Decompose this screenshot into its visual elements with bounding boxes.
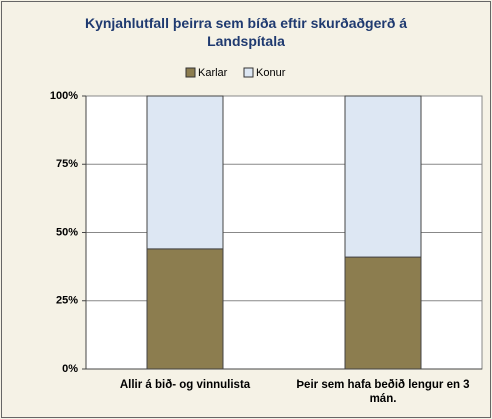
legend-swatch (243, 67, 254, 78)
y-tick-label: 0% (62, 363, 78, 375)
y-tick-label: 25% (56, 295, 78, 307)
legend-label: Konur (256, 67, 286, 79)
x-tick-label: Þeir sem hafa beðið lengur en 3 mán. (296, 379, 470, 405)
y-tick-label: 75% (56, 158, 78, 170)
legend-swatch (185, 67, 196, 78)
bar-segment (146, 95, 224, 250)
x-tick-label: Allir á bið- og vinnulista (119, 379, 251, 391)
bar-segment (146, 248, 224, 370)
bar-segment (344, 256, 422, 370)
chart-title: Kynjahlutfall þeirra sem bíða eftir skur… (84, 15, 408, 49)
bar-segment (344, 95, 422, 258)
y-tick-label: 100% (50, 90, 78, 102)
legend-label: Karlar (198, 67, 228, 79)
y-tick-label: 50% (56, 226, 78, 238)
